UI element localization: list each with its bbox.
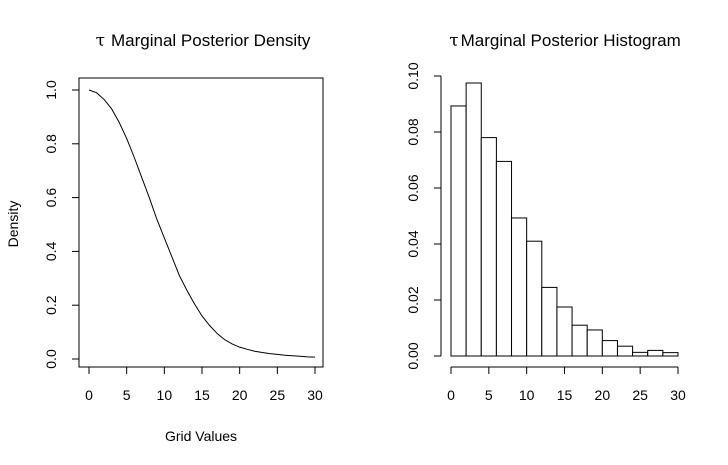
density-title-symbol: τ bbox=[96, 31, 105, 51]
density-x-tick-label: 5 bbox=[123, 387, 131, 403]
density-y-tick-label: 1.0 bbox=[43, 80, 59, 100]
histogram-bar bbox=[647, 349, 664, 357]
histogram-bar bbox=[450, 105, 467, 357]
density-y-tick-label: 0.0 bbox=[43, 349, 59, 369]
histogram-bar bbox=[465, 82, 482, 357]
density-x-axis: 0 5 10 15 20 25 30 bbox=[85, 366, 323, 403]
histogram-x-tick-label: 25 bbox=[632, 387, 648, 403]
histogram-x-tick-label: 10 bbox=[519, 387, 535, 403]
histogram-y-tick-label: 0.00 bbox=[405, 342, 421, 369]
histogram-bar bbox=[541, 286, 558, 357]
density-title: τ Marginal Posterior Density bbox=[96, 31, 311, 51]
density-x-tick-label: 20 bbox=[232, 387, 248, 403]
density-x-tick-label: 10 bbox=[157, 387, 173, 403]
histogram-bar bbox=[662, 352, 679, 357]
histogram-x-axis: 0 5 10 15 20 25 30 bbox=[447, 366, 686, 403]
density-y-tick-label: 0.8 bbox=[43, 134, 59, 154]
histogram-bars bbox=[450, 82, 679, 357]
density-x-tick-label: 30 bbox=[307, 387, 323, 403]
histogram-bar bbox=[586, 329, 603, 357]
histogram-panel: τ Marginal Posterior Histogram 0 5 10 15 20 25… bbox=[405, 31, 686, 403]
histogram-x-tick-label: 15 bbox=[557, 387, 573, 403]
density-x-tick-label: 0 bbox=[85, 387, 93, 403]
density-panel: τ Marginal Posterior Density 0 5 10 15 20 25 30… bbox=[5, 31, 324, 444]
histogram-y-tick-label: 0.10 bbox=[405, 62, 421, 89]
histogram-x-tick-label: 5 bbox=[485, 387, 493, 403]
density-title-text: Marginal Posterior Density bbox=[111, 31, 311, 50]
histogram-bar bbox=[480, 137, 497, 357]
histogram-y-axis: 0.00 0.02 0.04 0.06 0.08 0.10 bbox=[405, 62, 442, 370]
histogram-y-tick-label: 0.06 bbox=[405, 174, 421, 201]
histogram-y-tick-label: 0.02 bbox=[405, 286, 421, 313]
histogram-bar bbox=[632, 351, 649, 357]
density-x-tick-label: 25 bbox=[270, 387, 286, 403]
density-curve bbox=[88, 89, 316, 358]
density-y-tick-label: 0.4 bbox=[43, 241, 59, 261]
histogram-title-symbol: τ bbox=[449, 31, 458, 51]
density-y-tick-label: 0.2 bbox=[43, 295, 59, 315]
density-plot-box bbox=[78, 77, 324, 368]
histogram-bar bbox=[616, 345, 634, 357]
histogram-y-tick-label: 0.08 bbox=[405, 118, 421, 145]
density-y-label: Density bbox=[5, 201, 21, 248]
histogram-title-text: Marginal Posterior Histogram bbox=[461, 31, 681, 50]
density-y-tick-label: 0.6 bbox=[43, 188, 59, 208]
histogram-bar bbox=[495, 160, 513, 357]
histogram-x-tick-label: 20 bbox=[595, 387, 611, 403]
density-y-axis: 0.0 0.2 0.4 0.6 0.8 1.0 bbox=[43, 80, 80, 369]
histogram-y-tick-label: 0.04 bbox=[405, 230, 421, 257]
histogram-x-tick-label: 30 bbox=[670, 387, 686, 403]
histogram-bar bbox=[526, 240, 543, 357]
histogram-title: τ Marginal Posterior Histogram bbox=[449, 31, 681, 51]
histogram-x-tick-label: 0 bbox=[447, 387, 455, 403]
histogram-bar bbox=[511, 217, 528, 357]
histogram-bar bbox=[601, 340, 618, 357]
density-x-tick-label: 15 bbox=[194, 387, 210, 403]
histogram-bar bbox=[571, 324, 588, 357]
histogram-bar bbox=[556, 306, 573, 357]
density-x-label: Grid Values bbox=[165, 428, 237, 444]
